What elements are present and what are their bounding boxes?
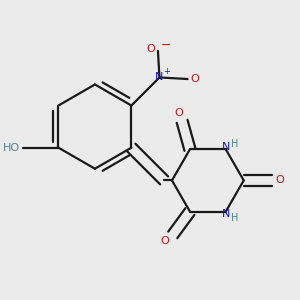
Text: +: + [163, 67, 170, 76]
Text: H: H [232, 213, 239, 223]
Text: O: O [175, 109, 183, 118]
Text: N: N [222, 142, 230, 152]
Text: O: O [160, 236, 169, 246]
Text: N: N [155, 73, 164, 82]
Text: O: O [275, 176, 284, 185]
Text: HO: HO [3, 143, 20, 153]
Text: O: O [147, 44, 155, 54]
Text: −: − [160, 39, 171, 52]
Text: O: O [190, 74, 199, 84]
Text: N: N [222, 209, 230, 219]
Text: H: H [232, 139, 239, 149]
